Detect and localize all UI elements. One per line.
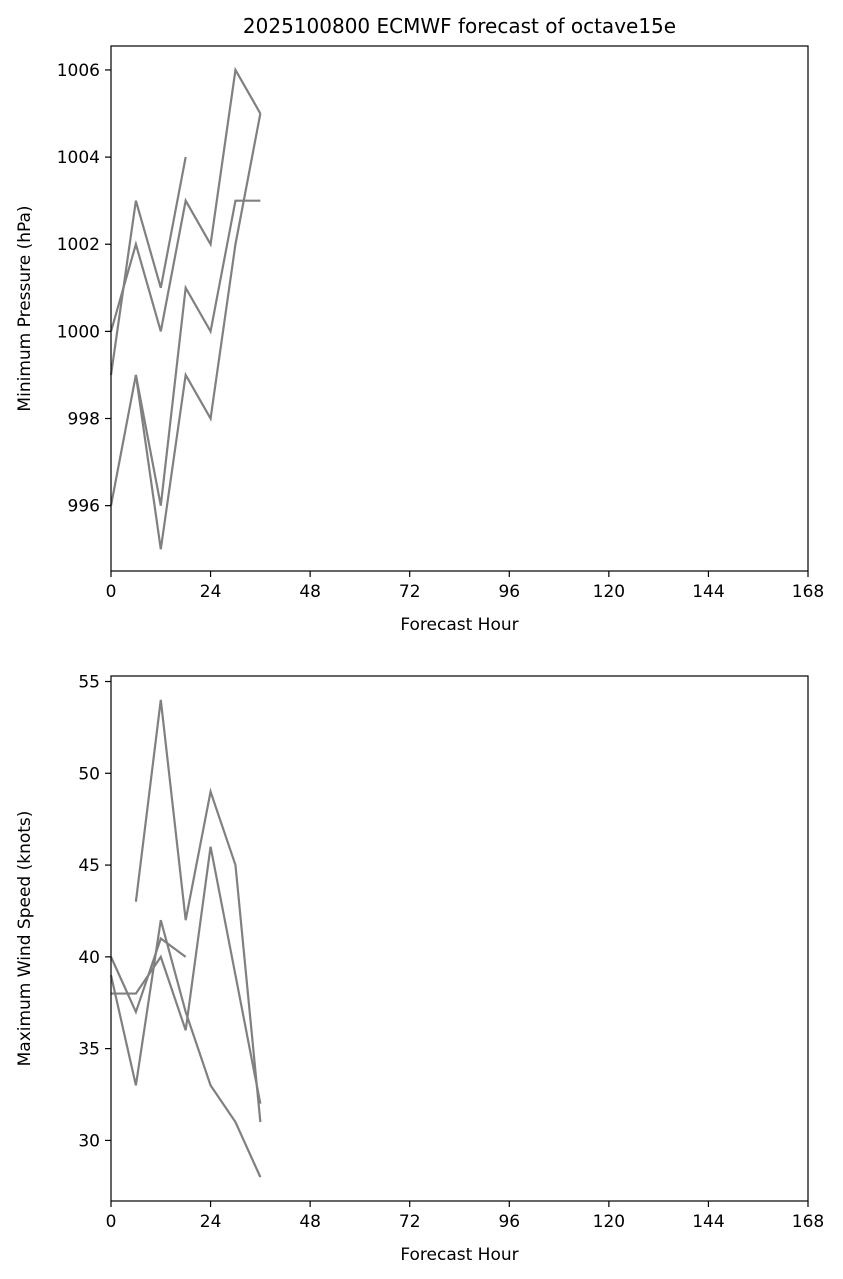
y-tick-label: 55 bbox=[78, 673, 100, 693]
y-tick-label: 1002 bbox=[57, 235, 100, 255]
x-tick-label: 0 bbox=[106, 1212, 117, 1232]
x-axis-label: Forecast Hour bbox=[400, 615, 518, 635]
series-line-2 bbox=[111, 846, 262, 1104]
x-tick-label: 168 bbox=[792, 582, 824, 602]
x-tick-label: 168 bbox=[792, 1212, 824, 1232]
x-tick-label: 72 bbox=[399, 582, 421, 602]
series-line-0 bbox=[134, 699, 262, 1123]
x-tick-label: 72 bbox=[399, 1212, 421, 1232]
axes-frame bbox=[110, 675, 809, 1202]
y-tick-label: 50 bbox=[78, 764, 100, 784]
series-line-2 bbox=[109, 199, 261, 506]
series-line-3 bbox=[109, 919, 262, 1178]
y-tick-label: 1006 bbox=[57, 61, 100, 81]
x-tick-label: 24 bbox=[200, 1212, 222, 1232]
y-tick-label: 40 bbox=[78, 948, 100, 968]
x-tick-label: 0 bbox=[106, 582, 117, 602]
pressure-chart: 0 24 48 72 96 120 144 168 996 998 1000 1002 1004 1006… bbox=[15, 14, 824, 635]
y-tick-label: 996 bbox=[68, 497, 100, 517]
y-tick-label: 998 bbox=[68, 410, 100, 430]
x-tick-label: 48 bbox=[299, 1212, 321, 1232]
x-tick-label: 120 bbox=[593, 582, 625, 602]
series-line-1 bbox=[109, 156, 187, 376]
x-tick-label: 120 bbox=[593, 1212, 625, 1232]
wind-speed-chart: 0 24 48 72 96 120 144 168 30 35 40 45 50 55 Forecast H… bbox=[15, 673, 824, 1265]
x-axis-label: Forecast Hour bbox=[400, 1245, 518, 1265]
y-tick-label: 45 bbox=[78, 856, 100, 876]
y-tick-label: 1004 bbox=[57, 148, 100, 168]
series-line-0 bbox=[109, 66, 262, 332]
y-axis-label: Maximum Wind Speed (knots) bbox=[15, 811, 35, 1067]
y-tick-label: 35 bbox=[78, 1040, 100, 1060]
x-tick-label: 48 bbox=[299, 582, 321, 602]
axes-frame bbox=[110, 45, 809, 572]
x-tick-label: 144 bbox=[692, 1212, 724, 1232]
x-tick-label: 24 bbox=[200, 582, 222, 602]
x-tick-label: 96 bbox=[498, 1212, 520, 1232]
chart-title: 2025100800 ECMWF forecast of octave15e bbox=[243, 14, 676, 38]
series-line-3 bbox=[134, 113, 262, 550]
y-tick-label: 1000 bbox=[57, 322, 100, 342]
x-tick-label: 144 bbox=[692, 582, 724, 602]
x-tick-label: 96 bbox=[498, 582, 520, 602]
y-axis-label: Minimum Pressure (hPa) bbox=[15, 205, 35, 411]
y-tick-label: 30 bbox=[78, 1131, 100, 1151]
